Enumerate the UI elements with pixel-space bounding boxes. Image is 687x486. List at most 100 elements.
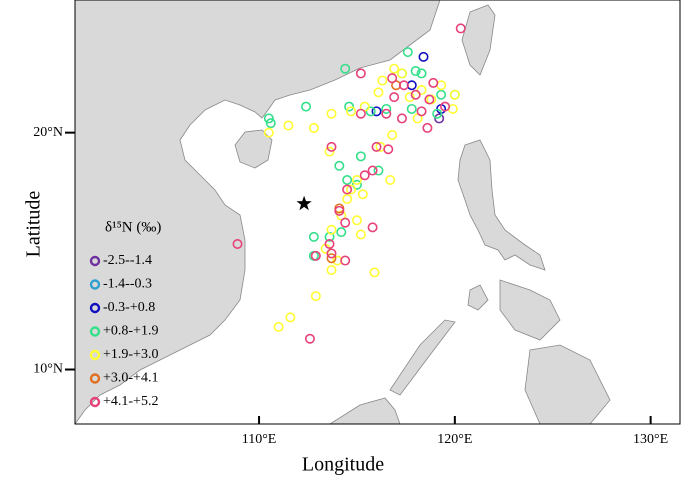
sample-point <box>301 101 312 112</box>
sample-point <box>326 141 337 152</box>
sample-point <box>351 215 362 226</box>
x-tick-label: 120°E <box>437 432 472 447</box>
sample-point <box>422 122 433 133</box>
sample-point <box>410 89 421 100</box>
sample-point <box>263 113 274 124</box>
legend-label: +1.9-+3.0 <box>103 347 158 362</box>
sample-point <box>357 189 368 200</box>
legend-marker <box>89 349 101 361</box>
legend-label: -1.4--0.3 <box>103 277 152 292</box>
sample-point <box>455 23 466 34</box>
sample-point <box>359 170 370 181</box>
sample-point <box>310 291 321 302</box>
sample-point <box>308 122 319 133</box>
legend-label: +3.0-+4.1 <box>103 371 158 386</box>
legend-marker <box>89 326 101 337</box>
sample-point <box>340 217 351 228</box>
sample-point <box>355 151 366 162</box>
sample-point <box>371 141 382 152</box>
sample-point <box>346 184 357 195</box>
sample-point <box>432 108 443 119</box>
sample-point <box>344 101 355 112</box>
sample-point <box>351 175 362 186</box>
sample-point <box>326 253 337 264</box>
legend-label: -2.5--1.4 <box>103 253 152 268</box>
sample-point <box>334 205 345 216</box>
sample-point <box>324 231 335 242</box>
frame <box>74 0 681 425</box>
legend-marker <box>89 279 101 290</box>
sample-point <box>385 175 396 186</box>
sample-point <box>342 193 353 204</box>
y-tick-label: 10°N <box>33 362 63 377</box>
sample-point <box>387 130 398 141</box>
sample-point <box>285 312 296 323</box>
legend-marker <box>89 302 101 314</box>
legend-marker <box>89 396 101 408</box>
legend-label: +0.8-+1.9 <box>103 324 158 339</box>
sample-point <box>351 179 362 190</box>
station-star <box>296 195 312 211</box>
sample-point <box>355 108 366 119</box>
legend-marker <box>89 373 101 384</box>
sample-point <box>381 108 392 119</box>
sample-point <box>308 231 319 242</box>
sample-point <box>273 321 284 332</box>
sample-point <box>340 63 351 74</box>
land <box>75 0 611 424</box>
x-tick-label: 110°E <box>242 432 277 447</box>
sample-point <box>355 229 366 240</box>
sample-point <box>367 222 378 233</box>
legend-label: +4.1-+5.2 <box>103 394 158 409</box>
sample-point <box>449 89 460 100</box>
sample-point <box>434 113 445 124</box>
sample-point <box>326 265 337 276</box>
sample-point <box>381 103 392 114</box>
sample-point <box>326 224 337 235</box>
sample-point <box>406 103 417 114</box>
sample-point <box>373 165 384 176</box>
legend-title: δ¹⁵N (‰) <box>105 219 161 235</box>
legend-marker <box>89 255 101 267</box>
sample-point <box>404 92 415 103</box>
sample-point <box>324 146 335 157</box>
sample-point <box>365 106 376 117</box>
sample-point <box>396 113 407 124</box>
sample-point <box>387 73 398 84</box>
sample-point <box>371 106 382 117</box>
sample-point <box>410 66 421 77</box>
sample-point <box>342 184 353 195</box>
sample-point <box>428 77 439 88</box>
sample-point <box>389 63 400 74</box>
sample-point <box>402 47 413 58</box>
sample-point <box>346 106 357 117</box>
sample-point <box>369 267 380 278</box>
sample-point <box>304 333 315 344</box>
sample-point <box>355 68 366 79</box>
points <box>232 23 466 344</box>
sample-point <box>340 255 351 266</box>
sample-point <box>283 120 294 131</box>
x-axis-label: Longitude <box>302 454 384 476</box>
sample-point <box>342 175 353 186</box>
y-tick-label: 20°N <box>33 125 63 140</box>
sample-point <box>263 127 274 138</box>
sample-point <box>265 118 276 129</box>
sample-point <box>324 238 335 249</box>
sample-point <box>389 92 400 103</box>
sample-point <box>416 106 427 117</box>
sample-point <box>377 75 388 86</box>
y-axis-label: Latitude <box>23 191 45 258</box>
sample-point <box>367 165 378 176</box>
sample-point <box>383 144 394 155</box>
sample-point <box>416 68 427 79</box>
sample-point <box>416 85 427 96</box>
sample-point <box>418 51 429 62</box>
sample-point <box>310 250 321 261</box>
sample-point <box>334 160 345 171</box>
sample-point <box>336 227 347 238</box>
x-tick-label: 130°E <box>633 432 668 447</box>
sample-point <box>326 248 337 259</box>
sample-point <box>326 108 337 119</box>
